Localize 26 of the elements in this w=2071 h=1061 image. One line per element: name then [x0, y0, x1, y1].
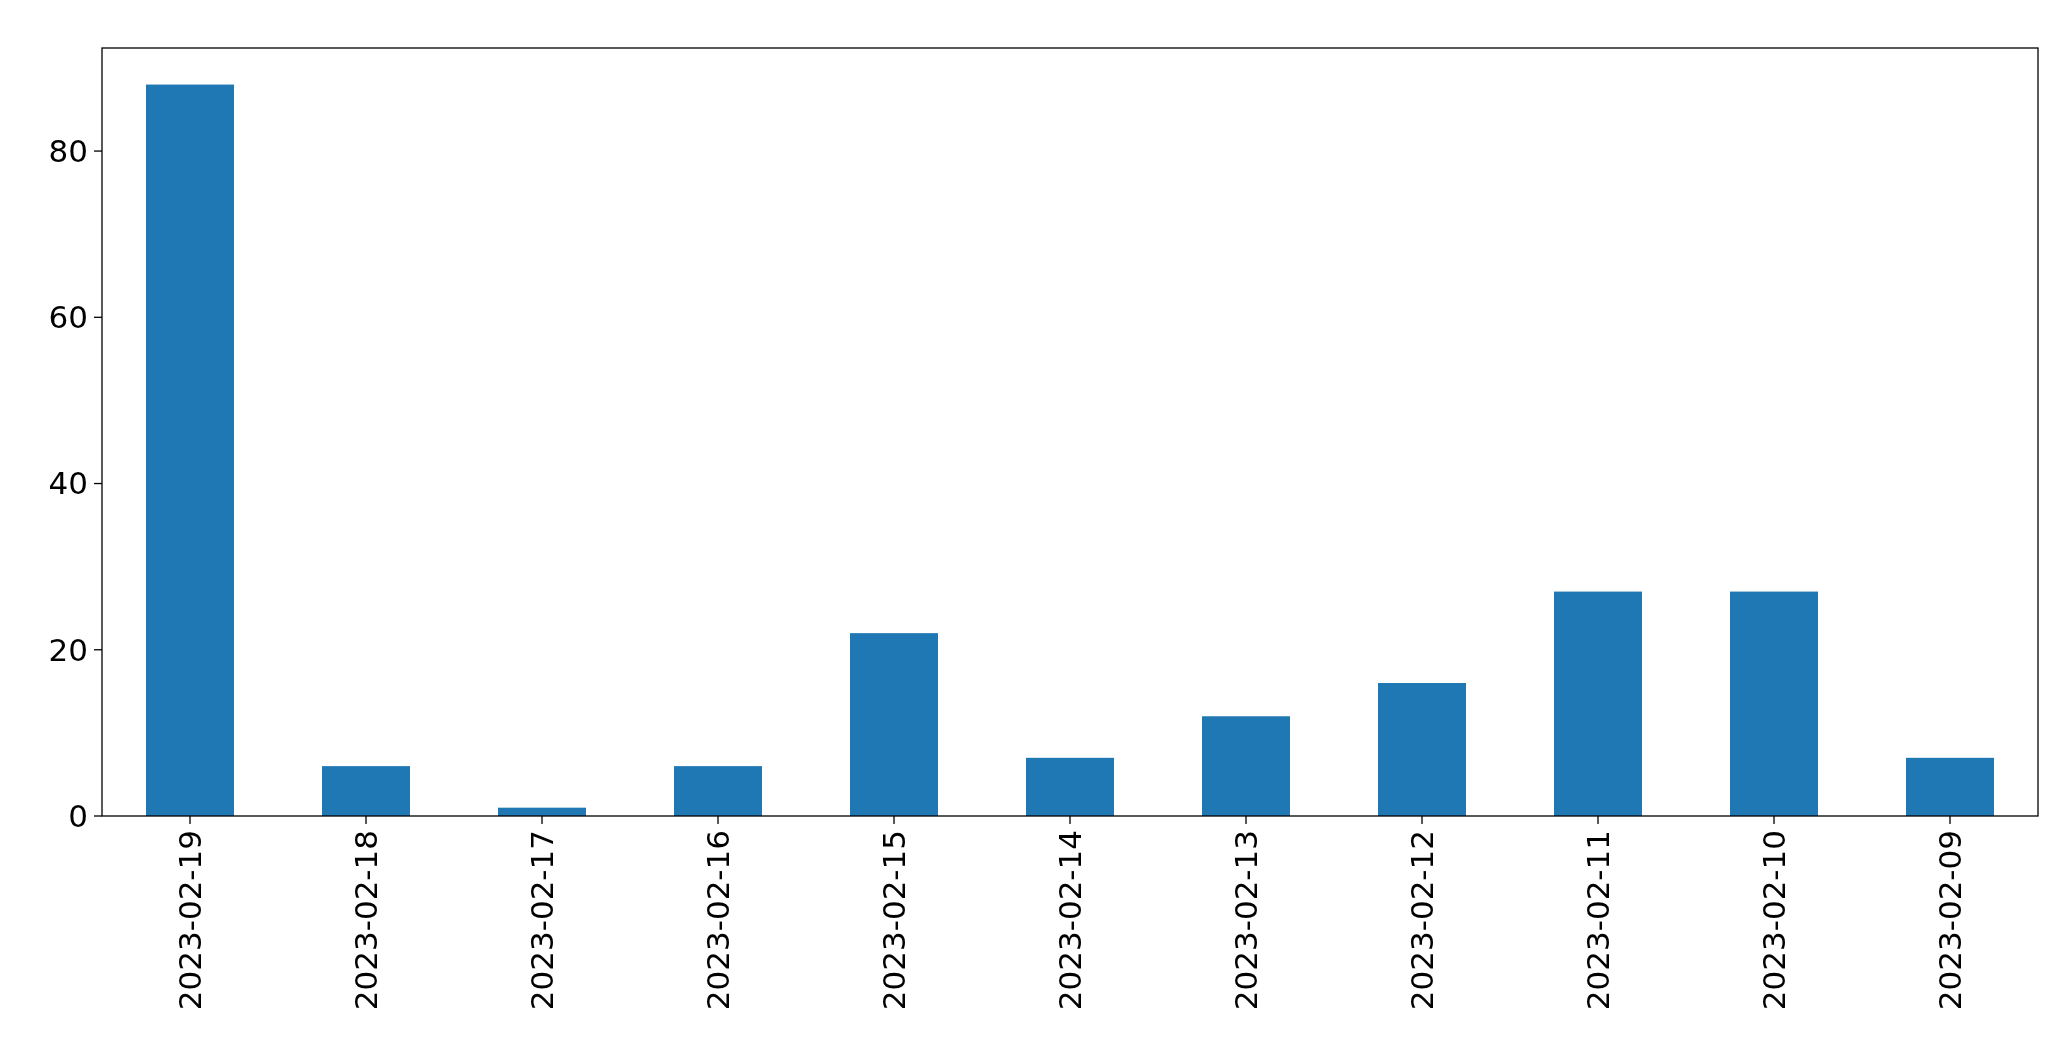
- x-tick-label: 2023-02-19: [171, 830, 208, 1011]
- bar: [146, 84, 234, 816]
- bar: [1906, 757, 1994, 816]
- x-tick-label: 2023-02-18: [347, 830, 384, 1011]
- x-tick-label: 2023-02-16: [699, 830, 736, 1011]
- y-tick-label: 40: [48, 465, 88, 502]
- x-tick-label: 2023-02-14: [1051, 830, 1088, 1011]
- y-tick-label: 60: [48, 299, 88, 336]
- y-tick-label: 80: [48, 132, 88, 169]
- x-tick-label: 2023-02-13: [1227, 830, 1264, 1011]
- bar: [850, 633, 938, 816]
- x-tick-label: 2023-02-10: [1755, 830, 1792, 1011]
- x-tick-label: 2023-02-17: [523, 830, 560, 1011]
- y-tick-label: 20: [48, 631, 88, 668]
- x-tick-label: 2023-02-11: [1579, 830, 1616, 1011]
- bar: [674, 766, 762, 816]
- y-tick-label: 0: [68, 797, 88, 834]
- bar: [1378, 683, 1466, 816]
- bar: [1026, 757, 1114, 816]
- x-tick-label: 2023-02-12: [1403, 830, 1440, 1011]
- bar: [1202, 716, 1290, 816]
- bar: [322, 766, 410, 816]
- x-tick-label: 2023-02-15: [875, 830, 912, 1011]
- bar: [1554, 591, 1642, 816]
- bar: [1730, 591, 1818, 816]
- x-tick-label: 2023-02-09: [1931, 830, 1968, 1011]
